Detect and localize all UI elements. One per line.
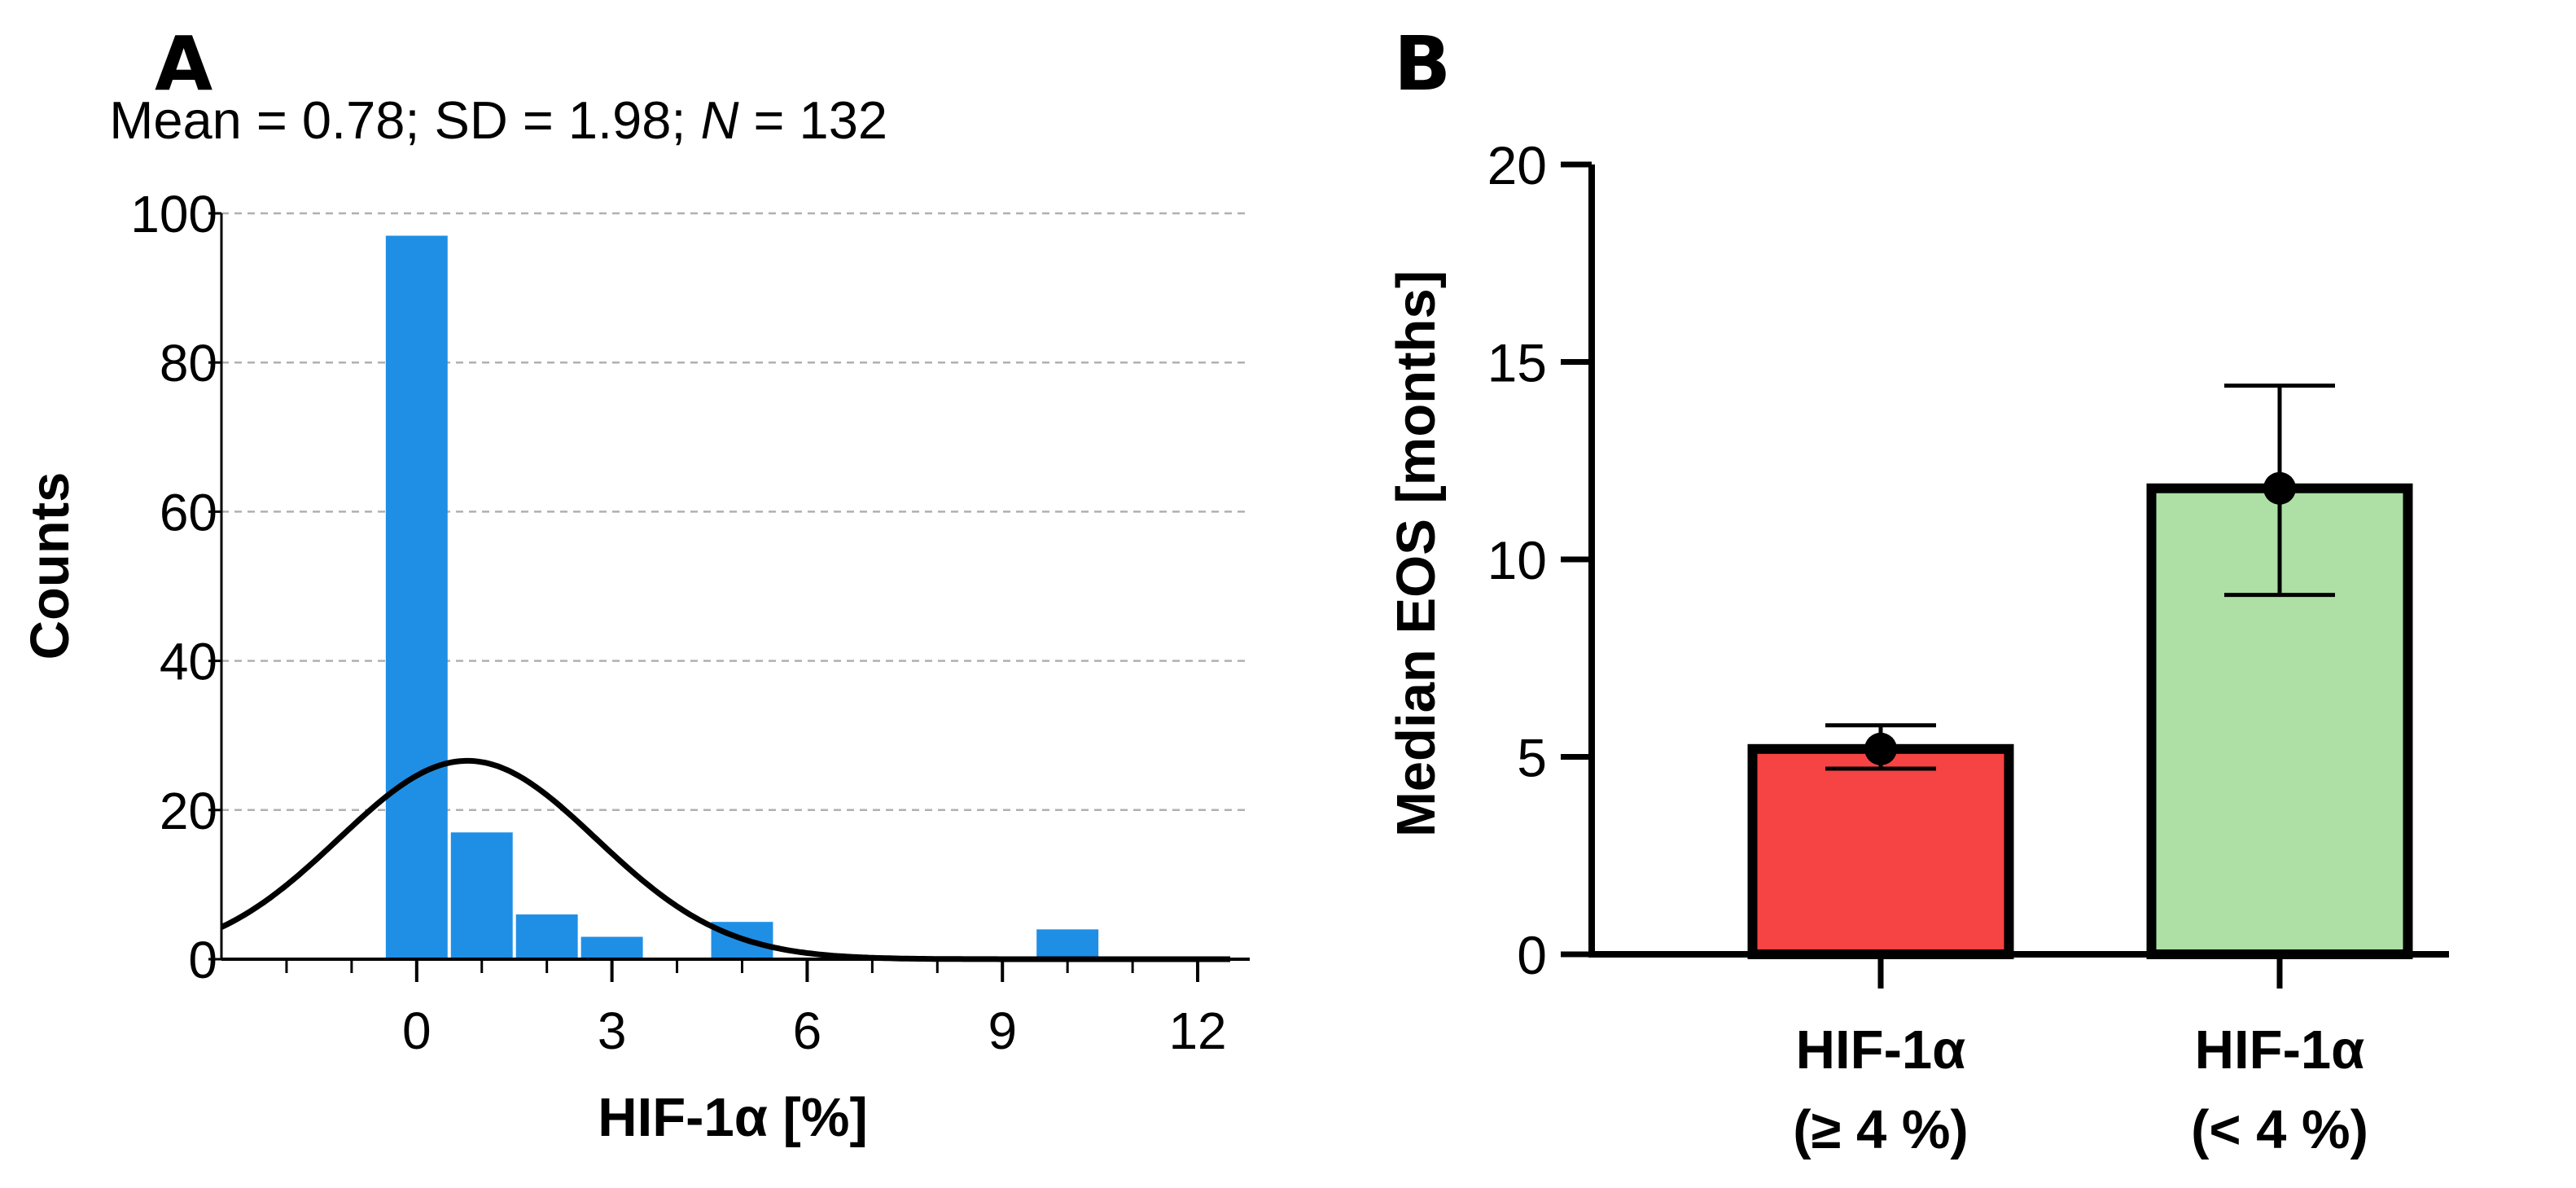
stats-annotation: Mean = 0.78; SD = 1.98; N = 132 <box>109 90 887 150</box>
x-axis-label: HIF-1α [%] <box>598 1087 868 1148</box>
histogram-bar <box>450 832 513 959</box>
axes <box>1561 161 2449 989</box>
y-tick-label: 100 <box>130 185 217 243</box>
y-tick-label: 40 <box>160 633 217 691</box>
category-labels: HIF-1α (≥ 4 %) HIF-1α (< 4 %) <box>1793 1019 2368 1160</box>
tick-labels: 0 3 6 9 12 0 20 40 60 80 100 <box>130 185 1226 1060</box>
bar <box>1747 743 2014 959</box>
bar-panel: B 0 5 10 15 20 HIF-1α (≥ 4 %) HIF-1α (< 4 %) Me… <box>1386 20 2449 1160</box>
tick-labels: 0 5 10 15 20 <box>1487 135 1547 985</box>
median-point <box>1864 732 1897 765</box>
stats-n-value: = 132 <box>754 90 887 150</box>
category-label-line1: HIF-1α <box>2195 1019 2365 1081</box>
category-label-line1: HIF-1α <box>1796 1019 1966 1081</box>
y-tick-label: 20 <box>1487 135 1547 195</box>
median-point <box>2263 471 2296 505</box>
y-tick-label: 5 <box>1517 728 1547 788</box>
histogram-bars <box>385 235 1099 960</box>
stats-sd: SD = 1.98; <box>435 90 686 150</box>
y-tick-label: 0 <box>188 931 217 989</box>
x-tick-label: 6 <box>793 1002 822 1060</box>
x-tick-label: 3 <box>598 1002 627 1060</box>
histogram-bar <box>1036 929 1099 959</box>
x-tick-label: 9 <box>988 1002 1017 1060</box>
y-tick-label: 15 <box>1487 333 1547 393</box>
x-tick-label: 12 <box>1168 1002 1226 1060</box>
histogram-bar <box>515 914 578 959</box>
panel-letter-b: B <box>1394 20 1451 107</box>
y-tick-label: 20 <box>160 782 217 840</box>
category-label-line2: (< 4 %) <box>2191 1099 2368 1160</box>
y-tick-label: 80 <box>160 334 217 392</box>
stats-n-symbol: N <box>701 90 739 150</box>
y-tick-label: 60 <box>160 483 217 541</box>
y-tick-label: 0 <box>1517 925 1547 985</box>
panel-letter-a: A <box>155 20 212 107</box>
histogram-panel: A Mean = 0.78; SD = 1.98; N = 132 0 3 6 9 12… <box>20 20 1250 1148</box>
y-tick-label: 10 <box>1487 530 1547 590</box>
histogram-bar <box>580 936 643 959</box>
histogram-bar <box>385 235 448 960</box>
category-label-line2: (≥ 4 %) <box>1793 1099 1968 1160</box>
stats-mean: Mean = 0.78; <box>109 90 419 150</box>
x-tick-label: 0 <box>402 1002 432 1060</box>
y-axis-label: Median EOS [months] <box>1386 270 1447 837</box>
y-axis-label: Counts <box>20 472 81 660</box>
axes <box>208 212 1250 982</box>
bars <box>1747 384 2413 959</box>
gridlines <box>221 212 1250 812</box>
